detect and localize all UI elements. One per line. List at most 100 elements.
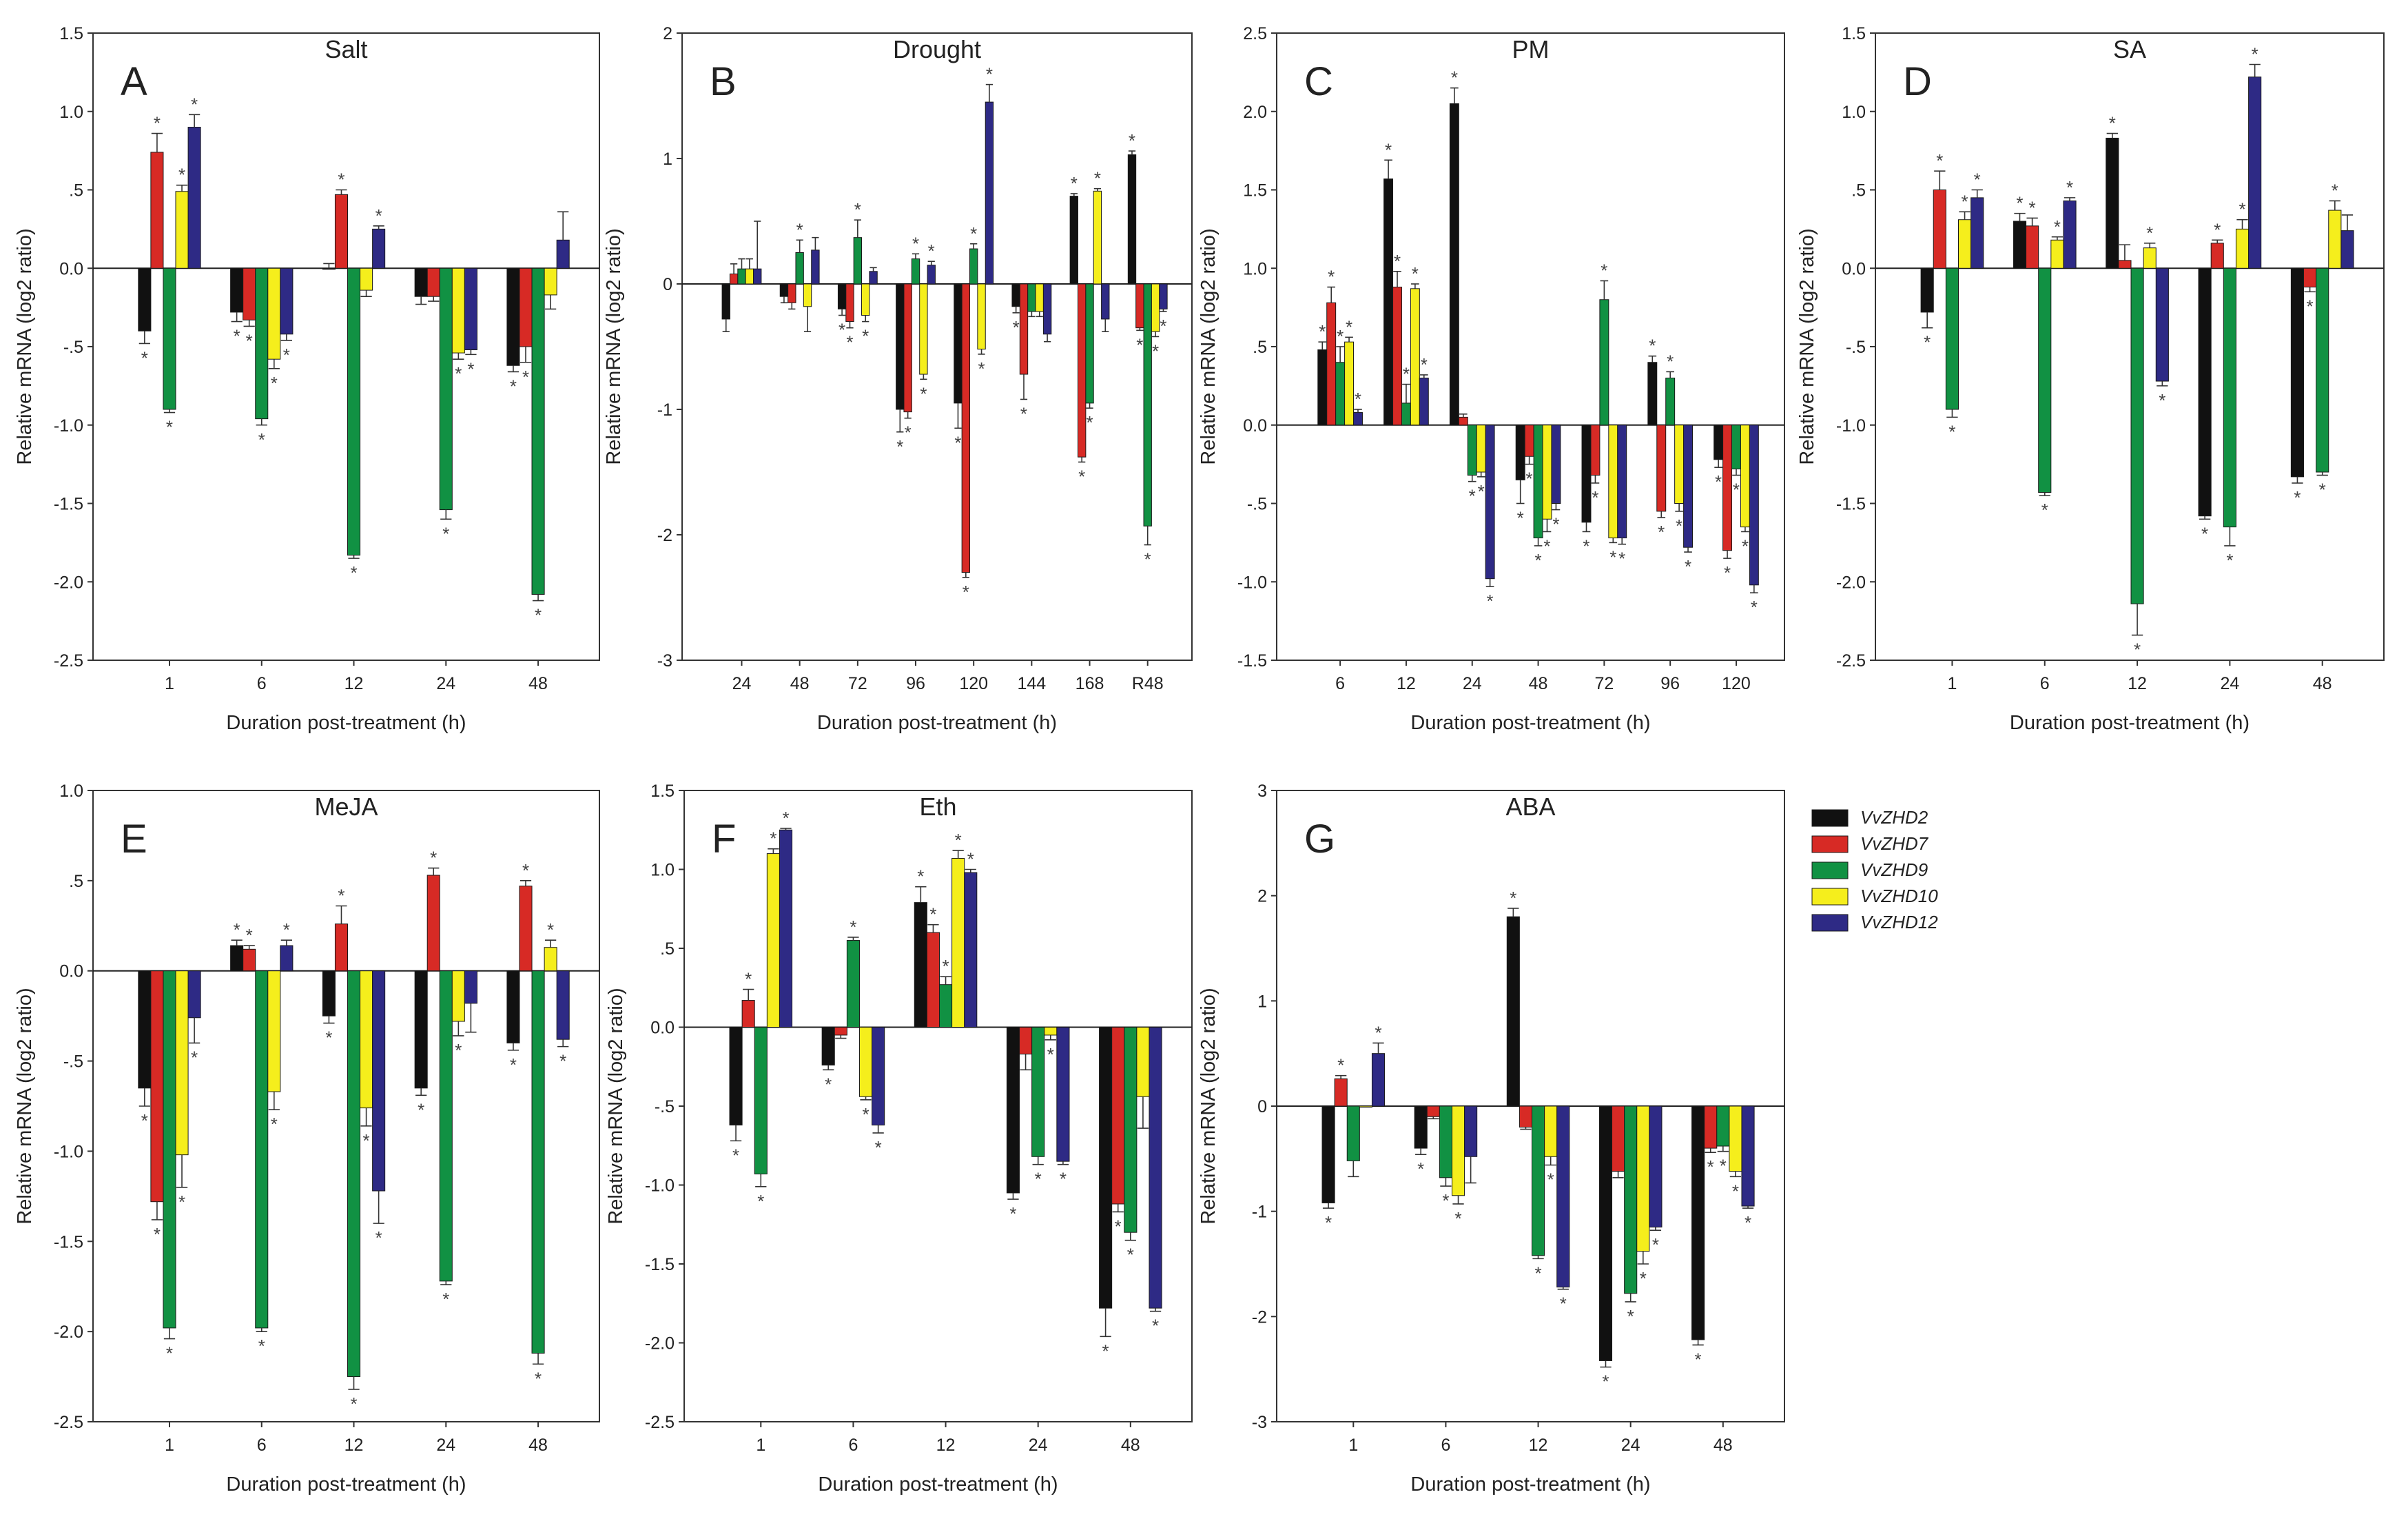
y-axis-title: Relative mRNA (log2 ratio) — [14, 228, 36, 465]
bar-vvzhd10 — [1476, 425, 1486, 473]
bar-vvzhd2 — [414, 970, 428, 1089]
bar-vvzhd2 — [721, 283, 730, 320]
y-tick-label: -2.5 — [1836, 651, 1866, 671]
significance-star: * — [1469, 486, 1476, 507]
y-tick-label: -.5 — [63, 1052, 83, 1072]
significance-star: * — [1510, 888, 1516, 908]
significance-star: * — [2159, 390, 2165, 411]
significance-star: * — [2201, 523, 2208, 544]
bar-vvzhd7 — [741, 1000, 755, 1028]
significance-star: * — [905, 422, 912, 443]
bar-vvzhd9 — [1624, 1105, 1638, 1294]
x-tick-label: 120 — [1722, 674, 1751, 693]
bar-vvzhd9 — [1031, 1027, 1045, 1157]
bar-vvzhd7 — [1326, 302, 1337, 426]
significance-star: * — [1417, 1158, 1424, 1179]
x-tick-label: 6 — [1335, 674, 1345, 693]
bar-vvzhd10 — [858, 1027, 873, 1097]
significance-star: * — [955, 830, 962, 850]
significance-star: * — [1115, 1216, 1122, 1236]
y-tick-label: -2 — [657, 526, 672, 545]
significance-star: * — [920, 383, 927, 404]
x-axis-title: Duration post-treatment (h) — [817, 712, 1057, 734]
bar-vvzhd9 — [939, 984, 953, 1028]
bar-vvzhd2 — [230, 945, 244, 972]
panel-letter: D — [1903, 59, 1932, 104]
bar-vvzhd2 — [2013, 221, 2027, 269]
significance-star: * — [1102, 1340, 1109, 1361]
panel-letter: G — [1304, 817, 1335, 861]
significance-star: * — [442, 523, 449, 544]
bar-vvzhd7 — [243, 267, 256, 320]
significance-star: * — [1152, 340, 1159, 361]
bar-vvzhd10 — [544, 947, 557, 972]
bar-vvzhd7 — [1334, 1078, 1348, 1107]
x-tick-label: 48 — [528, 674, 548, 693]
significance-star: * — [929, 904, 936, 925]
bar-vvzhd12 — [964, 872, 978, 1028]
bar-vvzhd9 — [1533, 425, 1543, 539]
y-tick-label: -1.5 — [1237, 651, 1267, 671]
significance-star: * — [271, 1114, 278, 1134]
legend-label: VvZHD12 — [1860, 912, 1938, 932]
significance-star: * — [1337, 326, 1344, 347]
significance-star: * — [246, 330, 253, 351]
significance-star: * — [258, 1336, 265, 1356]
significance-star: * — [770, 828, 776, 849]
significance-star: * — [2307, 296, 2314, 316]
x-tick-label: 1 — [1348, 1436, 1358, 1455]
y-tick-label: -2.0 — [54, 1323, 83, 1342]
y-tick-label: -2.0 — [54, 573, 83, 592]
chart-panel-e: -2.5 -2.0 -1.5 -1.0 -.5 0.0 .5 1.0 1 6 12 24 48 * * * * *… — [14, 782, 600, 1496]
bar-vvzhd12 — [1042, 283, 1052, 335]
bar-vvzhd7 — [519, 886, 533, 972]
bar-vvzhd12 — [1649, 1105, 1663, 1228]
y-tick-label: 2.0 — [1243, 103, 1267, 122]
y-tick-label: -.5 — [655, 1097, 675, 1116]
bar-vvzhd7 — [903, 283, 912, 413]
y-axis-title: Relative mRNA (log2 ratio) — [14, 988, 36, 1224]
significance-star: * — [1602, 1371, 1609, 1392]
significance-star: * — [430, 848, 437, 868]
bar-vvzhd7 — [845, 283, 854, 323]
significance-star: * — [1071, 173, 1078, 194]
x-axis-title: Duration post-treatment (h) — [226, 1473, 466, 1496]
significance-star: * — [1715, 471, 1722, 492]
bar-vvzhd10 — [2235, 228, 2250, 269]
significance-star: * — [1129, 130, 1135, 151]
y-tick-label: -1.5 — [54, 1232, 83, 1252]
significance-star: * — [166, 1343, 173, 1364]
y-axis-title: Relative mRNA (log2 ratio) — [1197, 988, 1220, 1224]
significance-star: * — [967, 849, 974, 870]
x-tick-label: 1 — [165, 1436, 174, 1455]
significance-star: * — [2226, 550, 2233, 571]
bar-vvzhd2 — [1714, 425, 1724, 460]
bar-vvzhd12 — [811, 249, 820, 285]
significance-star: * — [246, 925, 253, 946]
legend-label: VvZHD9 — [1860, 859, 1928, 880]
bar-vvzhd10 — [360, 970, 373, 1109]
bar-vvzhd12 — [280, 267, 294, 335]
bar-vvzhd12 — [1101, 283, 1110, 320]
bar-vvzhd9 — [2316, 267, 2329, 473]
bar-vvzhd7 — [334, 194, 348, 269]
significance-star: * — [875, 1137, 882, 1158]
significance-star: * — [1035, 1169, 1042, 1190]
bar-vvzhd9 — [795, 252, 804, 285]
y-tick-label: -1.0 — [54, 1142, 83, 1161]
significance-star: * — [1078, 466, 1085, 487]
significance-star: * — [2146, 223, 2153, 243]
bar-vvzhd9 — [347, 267, 361, 556]
bar-vvzhd10 — [1729, 1105, 1742, 1172]
bar-vvzhd10 — [1359, 1105, 1372, 1107]
significance-star: * — [1924, 332, 1931, 353]
y-tick-label: -1.0 — [1836, 416, 1866, 436]
bar-vvzhd10 — [1958, 219, 1972, 269]
bar-vvzhd2 — [2106, 137, 2119, 269]
significance-star: * — [363, 1130, 370, 1151]
significance-star: * — [234, 326, 240, 347]
significance-star: * — [338, 885, 344, 906]
significance-star: * — [1627, 1306, 1634, 1327]
significance-star: * — [954, 432, 961, 453]
